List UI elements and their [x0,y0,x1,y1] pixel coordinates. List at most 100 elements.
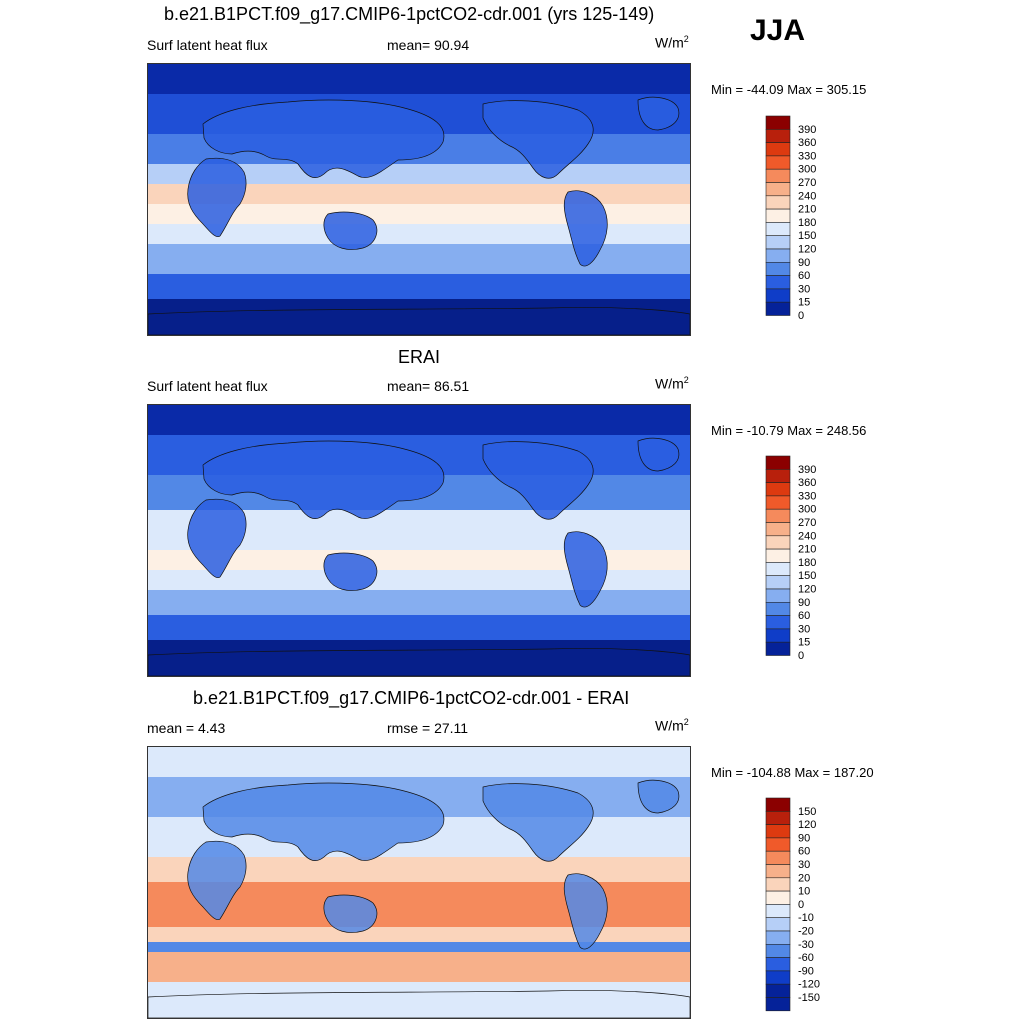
panel-1-min-max: Min = -44.09 Max = 305.15 [711,82,867,97]
panel-1-variable-label: Surf latent heat flux [147,37,268,53]
panel-3-title: b.e21.B1PCT.f09_g17.CMIP6-1pctCO2-cdr.00… [193,688,630,708]
colorbar-swatch [765,522,791,537]
panel-2-variable-label: Surf latent heat flux [147,378,268,394]
panel-2-map [147,404,691,677]
colorbar-swatch [765,890,791,905]
colorbar-tick-label: 120 [798,819,816,831]
colorbar-swatch [765,562,791,577]
colorbar-swatch [765,615,791,630]
colorbar-swatch [765,904,791,919]
panel-2-title: ERAI [398,347,441,367]
colorbar-tick-label: 60 [798,270,810,282]
panel-3-units: W/m2 [655,717,689,734]
continent-outline [187,840,247,921]
panel-2-units: W/m2 [655,375,689,392]
continent-outline [637,96,680,131]
panel-1-mean-label: mean= 90.94 [387,37,470,53]
colorbar-tick-label: 90 [798,257,810,269]
colorbar-swatch [765,864,791,879]
colorbar-tick-label: 180 [798,217,816,229]
colorbar-swatch [765,155,791,170]
continent-outline [323,894,378,933]
colorbar-tick-label: 30 [798,859,810,871]
colorbar-tick-label: 150 [798,570,816,582]
colorbar-tick-label: -30 [798,939,814,951]
continent-outline [482,441,594,520]
continent-outline [187,498,247,579]
colorbar-swatch [765,455,791,470]
colorbar-swatch [765,115,791,130]
colorbar-tick-label: 15 [798,297,810,309]
colorbar-tick-label: 330 [798,150,816,162]
continent-outline [563,531,608,608]
panel-2-map-svg [148,405,690,676]
colorbar-tick-label: 180 [798,557,816,569]
panel-3-map [147,746,691,1019]
colorbar-tick-label: 360 [798,477,816,489]
colorbar-tick-label: 390 [798,124,816,136]
colorbar-swatch [765,208,791,223]
colorbar-tick-label: -120 [798,979,820,991]
colorbar-swatch [765,970,791,985]
colorbar-tick-label: -60 [798,952,814,964]
colorbar-tick-label: 390 [798,464,816,476]
panel-3-rmse-label: rmse = 27.11 [387,720,469,736]
colorbar-swatch [765,235,791,250]
continent-outline [637,779,680,814]
colorbar-tick-label: 270 [798,177,816,189]
colorbar-swatch [765,195,791,210]
colorbar-tick-label: 10 [798,886,810,898]
panel-3-min-max: Min = -104.88 Max = 187.20 [711,765,874,780]
colorbar-swatch [765,944,791,958]
colorbar-swatch [765,288,791,303]
continent-outline [202,782,445,861]
colorbar-tick-label: 90 [798,832,810,844]
colorbar-tick-label: 30 [798,283,810,295]
colorbar-swatch [765,877,791,892]
colorbar-tick-label: 0 [798,899,804,911]
colorbar-swatch [765,129,791,143]
colorbar-swatch [765,588,791,603]
panel-3-mean-label: mean = 4.43 [147,720,226,736]
colorbar-tick-label: 120 [798,584,816,596]
colorbar-tick-label: 0 [798,650,804,662]
colorbar-tick-label: 210 [798,204,816,216]
colorbar-tick-label: 210 [798,544,816,556]
colorbar-swatch [765,811,791,825]
colorbar-tick-label: -20 [798,926,814,938]
colorbar-swatch [765,917,791,932]
colorbar-tick-label: 0 [798,310,804,322]
panel-1-units: W/m2 [655,34,689,51]
colorbar-swatch [765,182,791,197]
panel-1-title: b.e21.B1PCT.f09_g17.CMIP6-1pctCO2-cdr.00… [164,4,655,24]
panel-2-mean-label: mean= 86.51 [387,378,470,394]
colorbar-tick-label: 360 [798,137,816,149]
colorbar-swatch [765,275,791,290]
colorbar-tick-label: 30 [798,623,810,635]
colorbar-swatch [765,641,791,656]
continent-outline [323,552,378,591]
colorbar-swatch [765,628,791,643]
colorbar-tick-label: 120 [798,244,816,256]
colorbar-swatch [765,602,791,616]
continent-outline [563,190,608,267]
panel-1-map [147,63,691,336]
panel-2-min-max: Min = -10.79 Max = 248.56 [711,423,867,438]
colorbar-tick-label: -150 [798,992,820,1004]
colorbar-tick-label: 240 [798,190,816,202]
colorbar-swatch [765,983,791,998]
colorbar-tick-label: 60 [798,610,810,622]
panel-2-colorbar: 390 360 330 300 270 240 210 180 150 120 90 60 30 15 0 [765,455,826,670]
colorbar-tick-label: 90 [798,597,810,609]
continent-outline [202,99,445,178]
colorbar-swatch [765,997,791,1012]
colorbar-swatch [765,797,791,812]
colorbar-swatch [765,957,791,972]
colorbar-swatch [765,535,791,550]
colorbar-swatch [765,142,791,157]
panel-1-map-svg [148,64,690,335]
continent-outline [482,783,594,862]
